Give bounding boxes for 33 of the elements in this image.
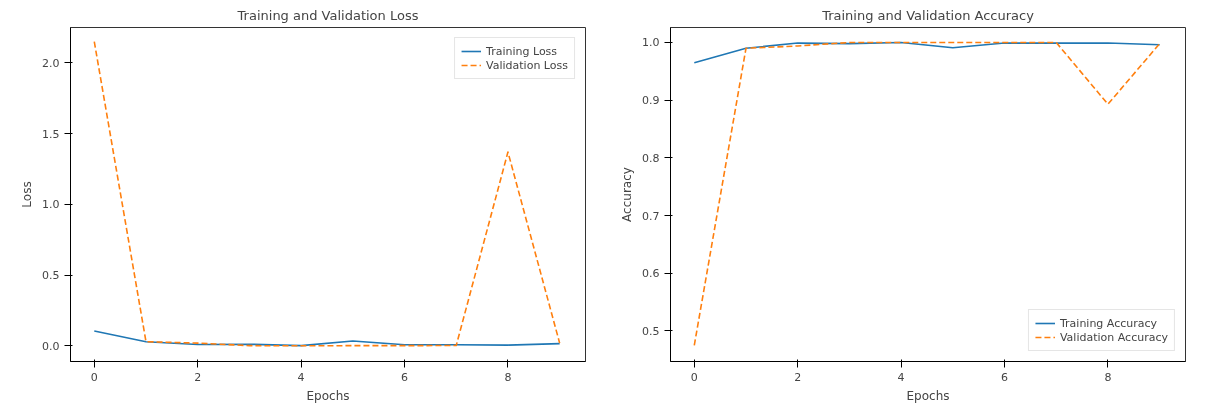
y-tick-label: 0.7 bbox=[642, 209, 660, 223]
x-tick-label: 4 bbox=[297, 370, 305, 384]
x-tick-label: 0 bbox=[690, 370, 698, 384]
x-tick-label: 8 bbox=[1104, 370, 1112, 384]
x-tick-label: 8 bbox=[504, 370, 512, 384]
chart-title: Training and Validation Loss bbox=[236, 7, 419, 23]
legend-label: Validation Loss bbox=[486, 58, 568, 72]
x-tick-label: 4 bbox=[897, 370, 905, 384]
y-tick-label: 0.0 bbox=[42, 339, 60, 353]
chart-title: Training and Validation Accuracy bbox=[821, 7, 1035, 23]
legend-label: Validation Accuracy bbox=[1059, 330, 1168, 344]
y-tick-label: 1.5 bbox=[42, 127, 60, 141]
x-axis-title: Epochs bbox=[306, 388, 350, 403]
x-tick-label: 2 bbox=[194, 370, 202, 384]
line-series bbox=[93, 330, 561, 347]
y-axis-title: Accuracy bbox=[620, 167, 635, 222]
x-tick-label: 2 bbox=[794, 370, 802, 384]
y-axis-title: Loss bbox=[20, 181, 35, 208]
line-series bbox=[693, 41, 1161, 64]
x-tick-label: 0 bbox=[90, 370, 98, 384]
x-tick-label: 6 bbox=[401, 370, 409, 384]
y-tick-label: 0.5 bbox=[642, 324, 660, 338]
legend-label: Training Loss bbox=[486, 44, 558, 58]
y-tick-label: 0.9 bbox=[642, 94, 660, 108]
y-tick-label: 0.6 bbox=[642, 267, 660, 281]
y-tick-label: 1.0 bbox=[642, 36, 660, 50]
x-axis-title: Epochs bbox=[906, 388, 950, 403]
legend-label: Training Accuracy bbox=[1059, 316, 1158, 330]
y-tick-label: 0.8 bbox=[642, 151, 660, 165]
x-tick-label: 6 bbox=[1001, 370, 1009, 384]
y-tick-label: 2.0 bbox=[42, 56, 60, 70]
y-tick-label: 0.5 bbox=[42, 269, 60, 283]
y-tick-label: 1.0 bbox=[42, 198, 60, 212]
